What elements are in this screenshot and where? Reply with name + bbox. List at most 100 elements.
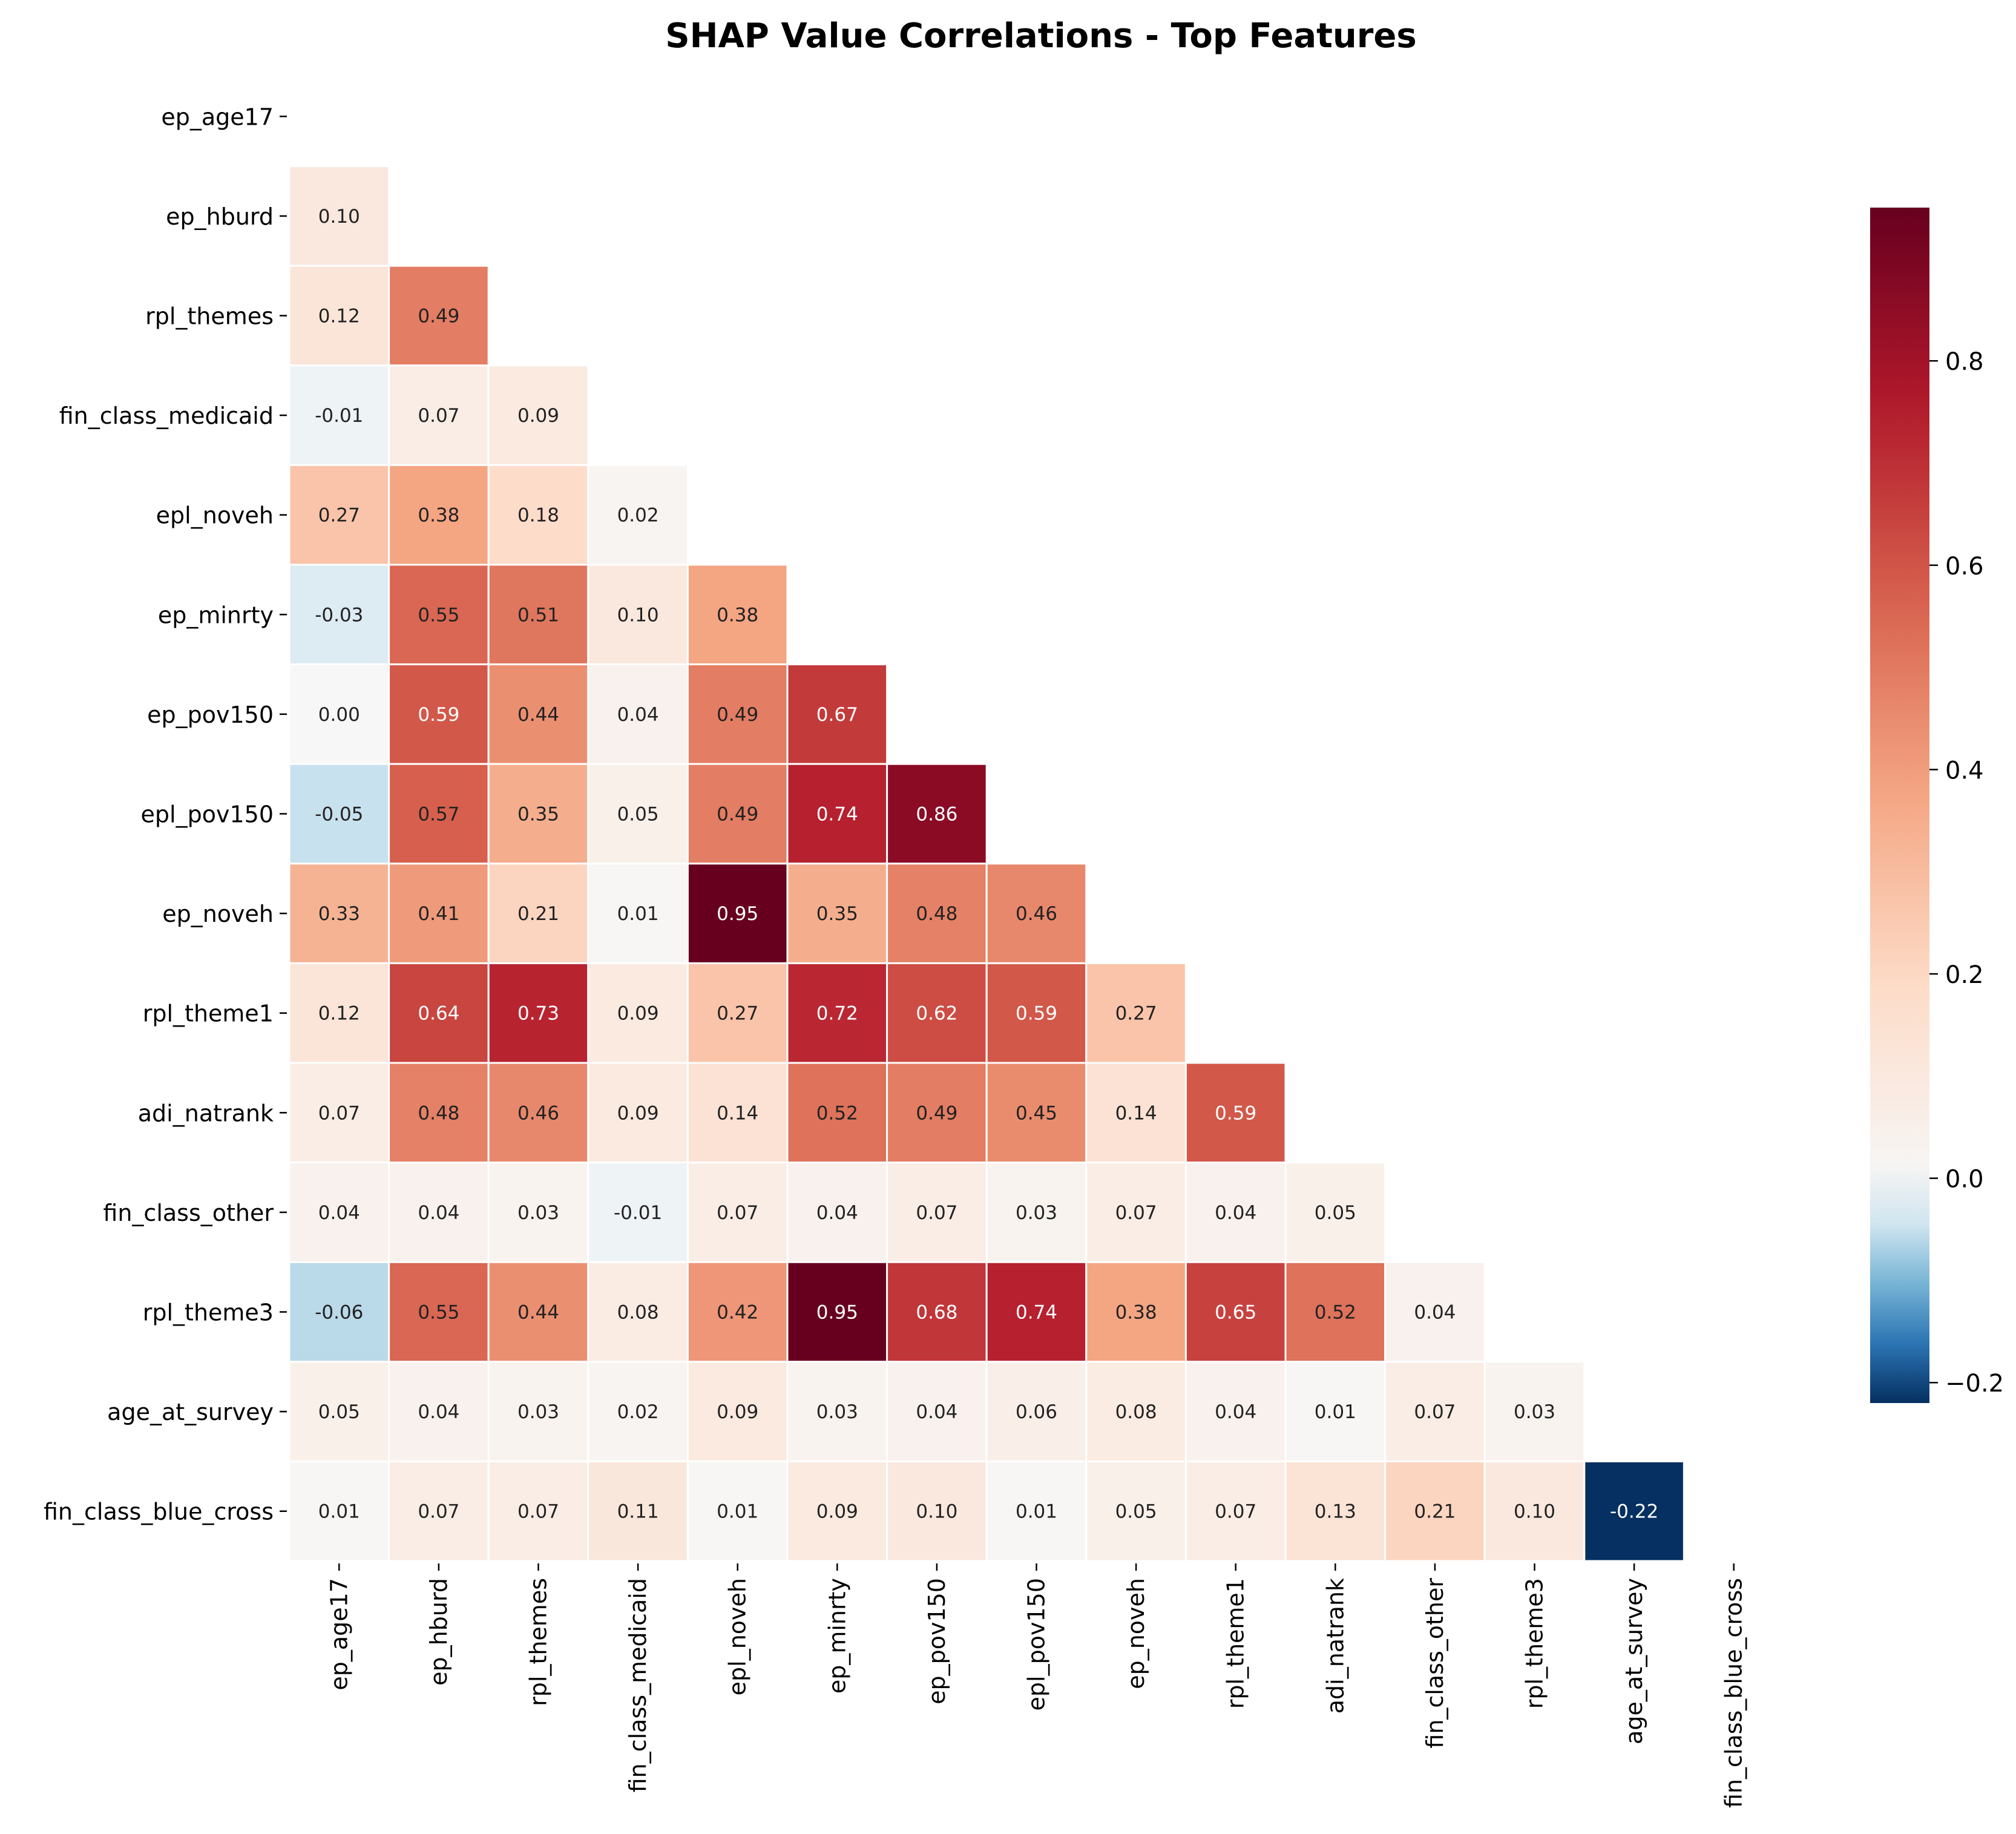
y-tick-label: rpl_themes [145, 303, 274, 330]
heatmap-cell [786, 1162, 888, 1263]
cell-value-label: 0.35 [517, 804, 559, 826]
heatmap-cell [288, 962, 390, 1064]
heatmap-cell [587, 1162, 689, 1263]
heatmap-cell [487, 1062, 589, 1164]
heatmap-cells: 0.10 0.12 0.49 -0.01 0.07 0.09 0.27 0.38 0.18 0.0… [288, 165, 1685, 1562]
cell-value-label: 0.07 [1414, 1401, 1456, 1423]
heatmap-cell [786, 1261, 888, 1363]
cell-value-label: 0.10 [1514, 1501, 1555, 1523]
colorbar-tick-label: 0.8 [1945, 348, 1984, 376]
cell-value-label: 0.27 [318, 505, 360, 527]
cell-value-label: 0.38 [418, 505, 459, 527]
cell-value-label: 0.00 [318, 704, 360, 726]
heatmap-cell [487, 863, 589, 964]
heatmap-cell [587, 663, 689, 765]
heatmap-cell [388, 564, 490, 666]
x-tick-label: ep_noveh [1123, 1578, 1149, 1689]
cell-value-label: 0.04 [318, 1202, 360, 1224]
cell-value-label: 0.44 [517, 704, 559, 726]
heatmap-cell [288, 863, 390, 964]
heatmap-cell [985, 1261, 1088, 1363]
heatmap-cell [1284, 1162, 1387, 1263]
heatmap-cell [686, 1062, 789, 1164]
heatmap-cell [786, 1361, 888, 1462]
cell-value-label: 0.27 [1115, 1003, 1157, 1025]
cell-value-label: 0.10 [617, 604, 659, 626]
y-tick-label: fin_class_other [103, 1200, 274, 1226]
x-tick-label: epl_noveh [724, 1578, 751, 1695]
cell-value-label: 0.38 [717, 604, 758, 626]
cell-value-label: 0.49 [916, 1102, 957, 1124]
heatmap-cell [1483, 1460, 1586, 1562]
cell-value-label: 0.14 [717, 1102, 758, 1124]
cell-value-label: 0.09 [617, 1102, 659, 1124]
cell-value-label: 0.07 [418, 405, 459, 427]
x-tick-label: fin_class_medicaid [625, 1578, 651, 1792]
cell-value-label: 0.11 [617, 1501, 659, 1523]
cell-value-label: 0.45 [1016, 1102, 1057, 1124]
cell-value-label: 0.74 [816, 804, 858, 826]
cell-value-label: 0.21 [517, 903, 559, 925]
cell-value-label: 0.55 [418, 1302, 459, 1324]
cell-value-label: 0.01 [717, 1501, 758, 1523]
cell-value-label: 0.27 [717, 1003, 758, 1025]
cell-value-label: 0.04 [418, 1401, 459, 1423]
heatmap-cell [686, 663, 789, 765]
cell-value-label: -0.05 [315, 804, 363, 826]
x-tick-label: fin_class_other [1422, 1578, 1448, 1749]
cell-value-label: 0.10 [318, 206, 360, 228]
cell-value-label: 0.62 [916, 1003, 957, 1025]
heatmap-cell [388, 1261, 490, 1363]
cell-value-label: 0.04 [916, 1401, 957, 1423]
y-tick-label: ep_pov150 [147, 702, 274, 728]
y-tick-label: epl_noveh [156, 502, 274, 529]
cell-value-label: 0.14 [1115, 1102, 1157, 1124]
cell-value-label: 0.12 [318, 306, 360, 327]
cell-value-label: 0.04 [418, 1202, 459, 1224]
cell-value-label: 0.08 [1115, 1401, 1157, 1423]
heatmap-cell [288, 1361, 390, 1462]
cell-value-label: 0.03 [816, 1401, 858, 1423]
cell-value-label: -0.22 [1610, 1501, 1658, 1523]
heatmap-cell [288, 1162, 390, 1263]
cell-value-label: 0.09 [617, 1003, 659, 1025]
heatmap-cell [288, 1261, 390, 1363]
y-tick-label: ep_age17 [161, 104, 274, 130]
cell-value-label: 0.64 [418, 1003, 459, 1025]
cell-value-label: 0.38 [1115, 1302, 1157, 1324]
heatmap-cell [587, 1460, 689, 1562]
heatmap-cell [388, 265, 490, 367]
x-tick-label: adi_natrank [1322, 1578, 1348, 1714]
heatmap-cell [1384, 1261, 1486, 1363]
heatmap-cell [886, 1261, 988, 1363]
cell-value-label: 0.05 [318, 1401, 360, 1423]
y-axis-labels: ep_age17 ep_hburd rpl_themes fin_class_medi… [44, 104, 287, 1525]
heatmap-cell [388, 1062, 490, 1164]
heatmap-cell [587, 1062, 689, 1164]
cell-value-label: 0.95 [717, 903, 758, 925]
heatmap-cell [487, 1460, 589, 1562]
heatmap-cell [886, 1460, 988, 1562]
cell-value-label: 0.07 [1115, 1202, 1157, 1224]
heatmap-cell [1184, 1261, 1287, 1363]
cell-value-label: 0.02 [617, 505, 659, 527]
colorbar-tick-label: 0.0 [1945, 1166, 1984, 1194]
colorbar: −0.2 0.0 0.2 0.4 0.6 0.8 [1870, 208, 2004, 1403]
cell-value-label: 0.03 [1514, 1401, 1555, 1423]
cell-value-label: 0.03 [517, 1401, 559, 1423]
heatmap-cell [587, 564, 689, 666]
cell-value-label: 0.51 [517, 604, 559, 626]
heatmap-cell [686, 1460, 789, 1562]
cell-value-label: 0.95 [816, 1302, 858, 1324]
cell-value-label: 0.55 [418, 604, 459, 626]
heatmap-cell [1583, 1460, 1685, 1562]
cell-value-label: 0.07 [1215, 1501, 1256, 1523]
heatmap-cell [388, 1460, 490, 1562]
cell-value-label: 0.13 [1315, 1501, 1356, 1523]
x-tick-label: fin_class_blue_cross [1721, 1578, 1747, 1808]
cell-value-label: 0.65 [1215, 1302, 1256, 1324]
heatmap-cell [1284, 1361, 1387, 1462]
cell-value-label: 0.57 [418, 804, 459, 826]
